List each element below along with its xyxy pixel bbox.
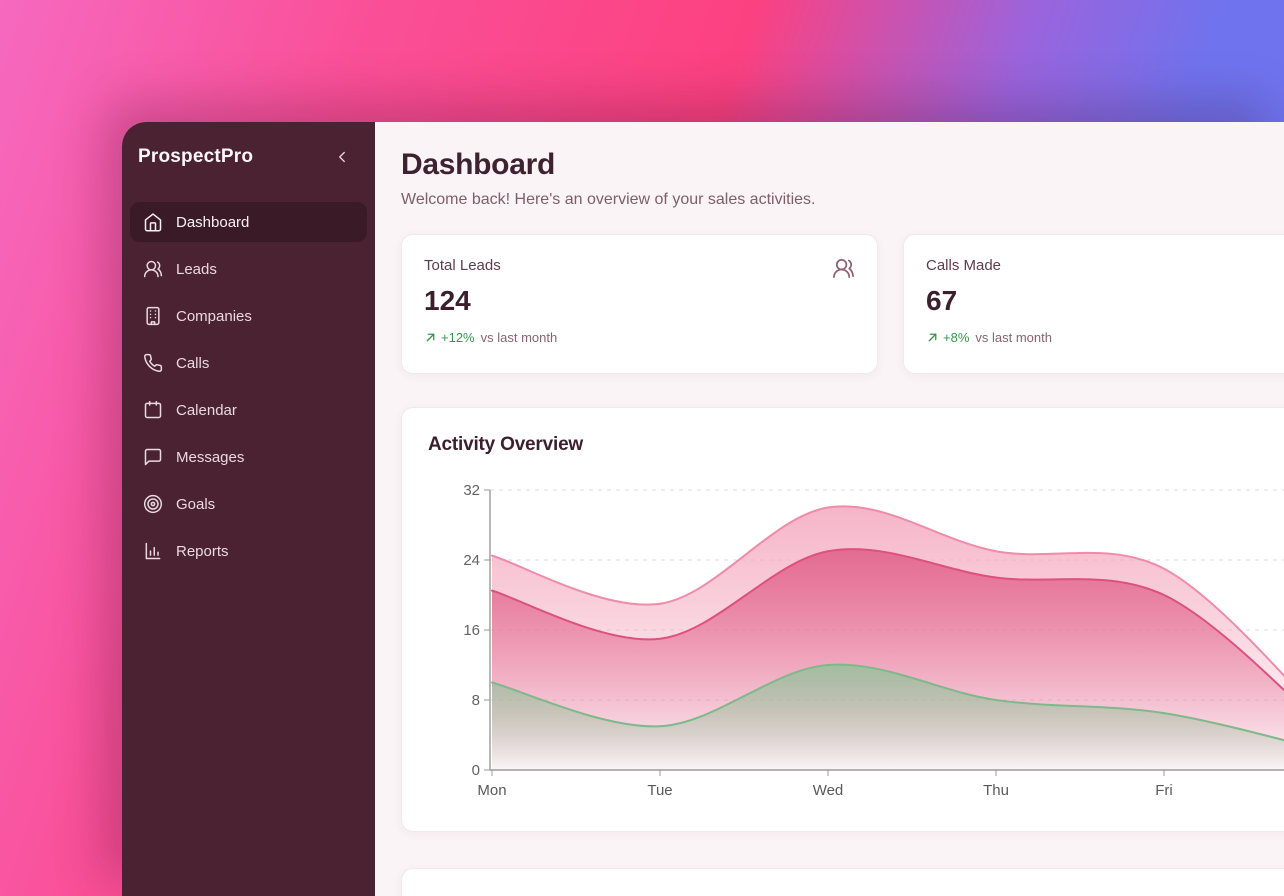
trend-suffix: vs last month (480, 330, 558, 345)
sidebar-nav: Dashboard Leads Companies Calls (122, 202, 375, 578)
chart-title: Activity Overview (428, 434, 584, 455)
sidebar-item-goals[interactable]: Goals (130, 484, 367, 524)
stat-label: Total Leads (424, 257, 501, 274)
trend-suffix: vs last month (975, 330, 1052, 345)
message-icon (143, 447, 163, 467)
sidebar: ProspectPro Dashboard Leads (122, 122, 375, 896)
stat-label: Calls Made (926, 257, 1002, 274)
calendar-icon (143, 400, 163, 420)
sidebar-item-calls[interactable]: Calls (130, 343, 367, 383)
stat-value: 124 (424, 285, 471, 316)
home-icon (143, 212, 163, 232)
svg-text:Tue: Tue (647, 782, 672, 799)
svg-text:Wed: Wed (813, 782, 844, 799)
stat-card-total-leads: Total Leads 124 +12% vs last month (401, 234, 878, 374)
users-icon (832, 257, 855, 280)
collapse-sidebar-icon[interactable] (333, 148, 351, 166)
app-window: ProspectPro Dashboard Leads (122, 122, 1284, 896)
sidebar-item-label: Leads (176, 260, 217, 278)
svg-text:16: 16 (463, 622, 480, 639)
svg-text:8: 8 (472, 692, 480, 709)
building-icon (143, 306, 163, 326)
users-icon (143, 259, 163, 279)
svg-text:Thu: Thu (983, 782, 1009, 799)
sidebar-item-label: Calls (176, 354, 210, 372)
sidebar-item-messages[interactable]: Messages (130, 437, 367, 477)
partial-card-below (401, 868, 1284, 896)
page-title: Dashboard (401, 148, 555, 181)
chart-wrap: 0 8 16 24 32 Mon Tue Wed Thu Fri (428, 468, 1284, 803)
page-subtitle: Welcome back! Here's an overview of your… (401, 191, 816, 208)
sidebar-item-leads[interactable]: Leads (130, 249, 367, 289)
trend-up-icon (926, 331, 939, 344)
sidebar-item-label: Messages (176, 448, 245, 466)
sidebar-item-companies[interactable]: Companies (130, 296, 367, 336)
sidebar-header: ProspectPro (122, 146, 375, 168)
stat-value: 67 (926, 285, 958, 316)
sidebar-item-label: Goals (176, 495, 216, 513)
stat-trend: +12% vs last month (424, 330, 855, 345)
sidebar-item-label: Calendar (176, 401, 237, 419)
app-logo-text: ProspectPro (138, 146, 254, 167)
main-content: Dashboard Welcome back! Here's an overvi… (375, 122, 1284, 896)
activity-chart: 0 8 16 24 32 Mon Tue Wed Thu Fri (463, 482, 1284, 799)
svg-text:0: 0 (472, 762, 480, 779)
svg-text:Fri: Fri (1155, 782, 1173, 799)
svg-text:32: 32 (463, 482, 480, 499)
phone-icon (143, 353, 163, 373)
trend-value: +12% (441, 330, 475, 345)
sidebar-item-calendar[interactable]: Calendar (130, 390, 367, 430)
sidebar-item-label: Dashboard (176, 213, 250, 231)
trend-value: +8% (943, 330, 970, 345)
activity-overview-card: Activity Overview 0 8 16 24 32 Mon Tue Wed Thu Fr… (401, 407, 1284, 832)
bar-chart-icon (143, 541, 163, 561)
sidebar-item-label: Reports (176, 542, 229, 560)
trend-up-icon (424, 331, 437, 344)
target-icon (143, 494, 163, 514)
stat-card-calls-made: Calls Made 67 +8% vs last month (903, 234, 1284, 374)
stat-trend: +8% vs last month (926, 330, 1284, 345)
sidebar-item-label: Companies (176, 307, 252, 325)
sidebar-item-reports[interactable]: Reports (130, 531, 367, 571)
stats-row: Total Leads 124 +12% vs last month Cal (401, 234, 1284, 374)
sidebar-item-dashboard[interactable]: Dashboard (130, 202, 367, 242)
svg-text:24: 24 (463, 552, 480, 569)
svg-text:Mon: Mon (477, 782, 506, 799)
